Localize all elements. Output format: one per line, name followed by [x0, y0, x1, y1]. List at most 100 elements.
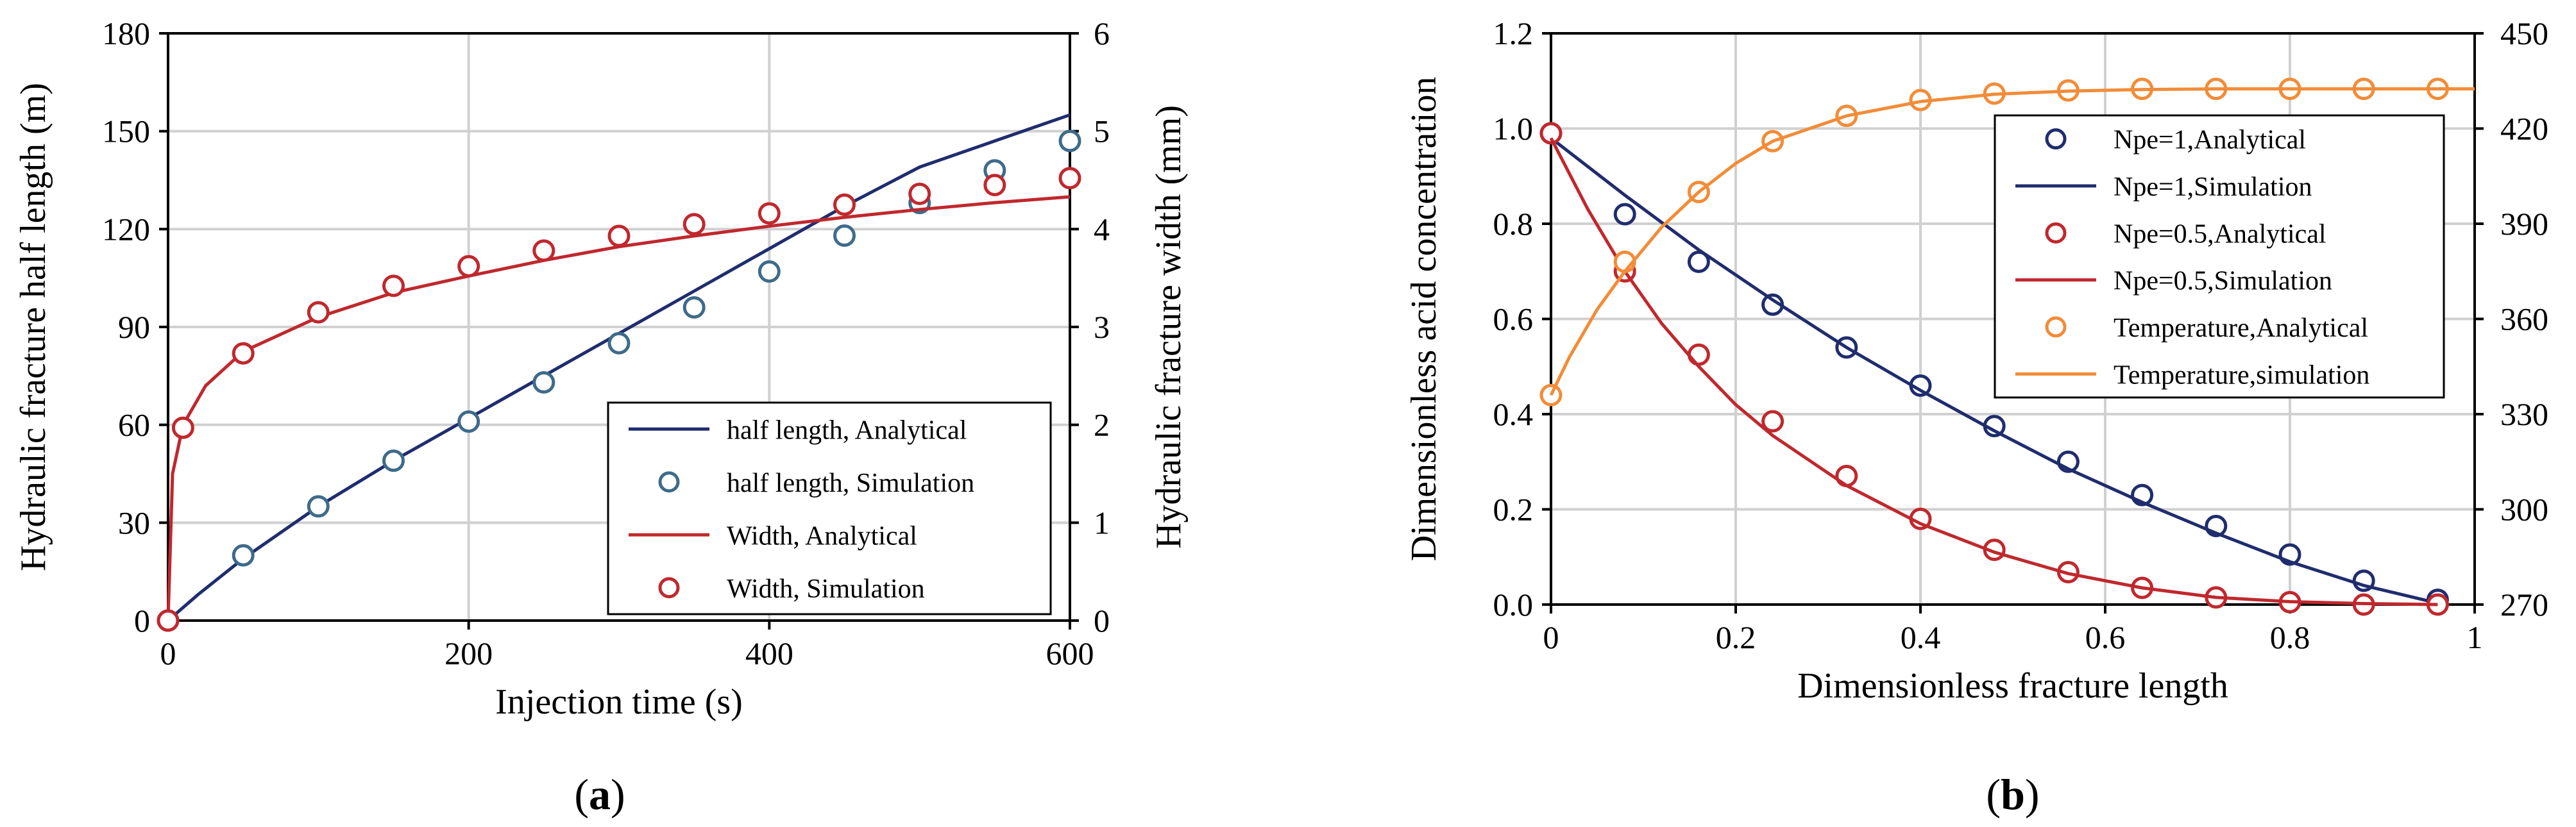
panel-a-legend-label: half length, Simulation [727, 469, 974, 498]
panel-b-series-2-point [1687, 343, 1710, 366]
panel-a-y-left-axis-label: Hydraulic fracture half length (m) [13, 83, 53, 571]
panel-a-series-3-point [682, 213, 706, 236]
panel-b-series-0-point [1687, 250, 1710, 273]
panel-b-legend-label: Npe=0.5,Analytical [2114, 219, 2326, 249]
panel-b-y-left-tick-label: 0.4 [1493, 396, 1534, 432]
panel-b-y-left-tick-label: 1.2 [1493, 15, 1534, 51]
panel-a-y-left-tick-label: 60 [118, 407, 150, 443]
panel-a-legend-label: Width, Analytical [727, 521, 917, 551]
panel-b-y-right-tick-label: 450 [2500, 15, 2548, 51]
panel-b-y-left-axis-label: Dimensionless acid concentration [1404, 77, 1444, 562]
panel-b-y-right-tick-label: 390 [2500, 206, 2548, 242]
panel-b-x-tick-label: 0 [1543, 619, 1559, 655]
panel-b-legend-label: Temperature,simulation [2114, 360, 2369, 390]
panel-b-y-left-tick-label: 0.2 [1493, 492, 1534, 528]
panel-a-legend-label: Width, Simulation [727, 574, 925, 604]
panel-b-series-5-line [1549, 87, 2475, 396]
panel-a-y-right-tick-label: 5 [1094, 113, 1110, 149]
panel-b-caption: (b) [1986, 770, 2039, 819]
panel-a-series-3-point [758, 202, 781, 225]
panel-b-y-right-tick-label: 300 [2500, 492, 2548, 528]
panel-a-series-1-point [833, 224, 856, 247]
panel-a-series-3-point [457, 255, 480, 278]
panel-a-series-3-point [983, 174, 1006, 197]
panel-a-series-2-line [166, 195, 1071, 621]
panel-a-y-right-tick-label: 2 [1094, 407, 1110, 443]
panel-a-series-1-point [532, 371, 555, 394]
panel-b-legend-label: Temperature,Analytical [2114, 313, 2368, 343]
panel-a-x-tick-label: 600 [1046, 635, 1094, 671]
panel-a-y-left-tick-label: 150 [102, 113, 150, 149]
panel-a-x-tick-label: 0 [160, 635, 176, 671]
panel-b-y-left-tick-label: 0.8 [1493, 206, 1534, 242]
panel-a-y-right-tick-label: 3 [1094, 309, 1110, 345]
panel-a-x-axis-label: Injection time (s) [495, 682, 743, 722]
panel-a-y-left-tick-label: 90 [118, 309, 150, 345]
panel-a-series-3-point [908, 182, 931, 205]
panel-b-y-right-tick-label: 270 [2500, 587, 2548, 622]
panel-a-series-1-point [457, 410, 480, 433]
panel-b-legend-marker-swatch [2045, 316, 2067, 338]
panel-a-series-3-point [382, 274, 405, 297]
panel-a-legend-marker-swatch [658, 471, 680, 493]
panel-a-series-1-point [307, 495, 330, 518]
panel-b-x-axis-label: Dimensionless fracture length [1797, 666, 2228, 706]
panel-a-y-right-axis-label: Hydraulic fracture width (mm) [1149, 105, 1189, 549]
panel-b-series-0-point [1613, 203, 1636, 226]
panel-b-series-2-point [1539, 122, 1563, 145]
panel-b-y-right-tick-label: 420 [2500, 111, 2548, 147]
panel-a-y-right-tick-label: 1 [1094, 505, 1110, 540]
panel-b-x-tick-label: 0.4 [1901, 619, 1941, 655]
panel-a-series-3-point [171, 416, 194, 439]
panel-a-series-3-point [833, 193, 856, 216]
panel-a-y-left-tick-label: 180 [102, 15, 150, 51]
panel-a-series-1-point [1058, 129, 1081, 153]
panel-a-caption: (a) [574, 770, 625, 819]
panel-a-x-tick-label: 400 [745, 635, 793, 671]
panel-a-series-3-point [532, 239, 555, 262]
panel-a-legend-label: half length, Analytical [727, 415, 967, 445]
panel-b-series-3-line [1549, 137, 2438, 606]
panel-a-series-0-line [167, 113, 1071, 622]
panel-b-x-tick-label: 0.8 [2270, 619, 2310, 655]
chart-panel-a: 0 200 400 60003060901201501800123456Injecti… [13, 15, 1189, 819]
panel-a-legend-box [607, 401, 1052, 615]
panel-a-y-left-tick-label: 120 [102, 211, 150, 247]
panel-a-series-1-point [382, 449, 405, 472]
panel-a-series-3-point [307, 301, 330, 324]
panel-a-legend-marker-swatch [658, 577, 680, 599]
chart-panel-b: 0 0.2 0.4 0.6 0.8 1 0.0 0.2 0.4 0.6 0.8 1.0 1.2 270 30… [1404, 15, 2548, 819]
panel-b-y-left-tick-label: 0.0 [1493, 587, 1534, 622]
panel-b-series-1-line [1550, 137, 2438, 605]
panel-b-legend-marker-swatch [2045, 222, 2067, 244]
panel-a-y-right-tick-label: 6 [1094, 15, 1110, 51]
panel-a-series-3-markers [157, 167, 1081, 632]
panel-a-series-3-point [157, 609, 180, 632]
panel-a-y-right-tick-label: 4 [1094, 211, 1110, 247]
panel-b-legend: Npe=1,Analytical Npe=1,Simulation Npe=0.5,… [1994, 114, 2445, 399]
panel-b-x-tick-label: 1 [2467, 619, 2483, 655]
panel-a-series-1-point [232, 544, 255, 567]
panel-b-y-right-tick-label: 360 [2500, 301, 2548, 337]
panel-b-y-left-tick-label: 0.6 [1493, 301, 1534, 337]
panel-a-series-1-point [682, 296, 706, 319]
panel-a-series-1-point [758, 260, 781, 283]
panel-b-legend-box [1994, 114, 2445, 399]
panel-b-legend-marker-swatch [2045, 128, 2067, 150]
panel-b-legend-label: Npe=1,Analytical [2114, 126, 2306, 155]
panel-a-y-left-tick-label: 30 [118, 505, 150, 540]
panel-a-series-3-point [232, 342, 255, 365]
panel-b-x-tick-label: 0.2 [1716, 619, 1756, 655]
panel-b-y-right-tick-label: 330 [2500, 396, 2548, 432]
panel-a-y-right-tick-label: 0 [1094, 603, 1110, 639]
panel-b-y-left-tick-label: 1.0 [1493, 111, 1534, 147]
panel-a-series-1-point [607, 331, 631, 355]
panel-a-legend: half length, Analytical half length, Simu… [607, 401, 1052, 615]
panel-b-x-tick-label: 0.6 [2085, 619, 2126, 655]
panel-a-series-3-point [607, 224, 631, 247]
panel-a-series-3-point [1058, 167, 1081, 190]
panel-b-legend-label: Npe=1,Simulation [2114, 172, 2312, 202]
panel-b-series-2-point [1761, 410, 1784, 433]
panel-a-y-left-tick-label: 0 [134, 603, 150, 639]
